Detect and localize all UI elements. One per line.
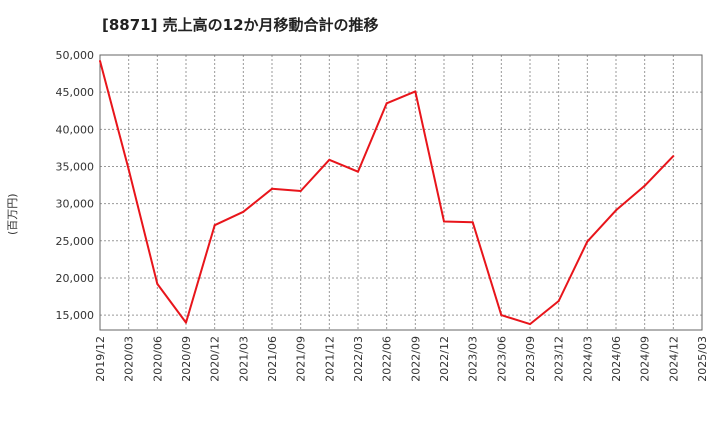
x-tick-label: 2021/12 bbox=[323, 336, 336, 382]
x-tick-label: 2022/12 bbox=[438, 336, 451, 382]
series-layer bbox=[99, 59, 675, 326]
data-point bbox=[357, 170, 359, 173]
data-point bbox=[213, 224, 216, 227]
y-tick-layer: 15,000 20,000 25,000 30,000 35,000 40,000 45,0… bbox=[56, 49, 95, 322]
data-point bbox=[271, 187, 273, 190]
data-point bbox=[99, 59, 101, 62]
y-tick-label: 25,000 bbox=[56, 235, 95, 248]
plot-frame bbox=[99, 54, 703, 331]
data-point bbox=[185, 321, 187, 324]
grid-layer bbox=[99, 54, 703, 330]
data-point bbox=[414, 90, 417, 93]
data-point bbox=[615, 209, 617, 212]
x-tick-label: 2023/12 bbox=[553, 336, 566, 382]
y-tick-label: 45,000 bbox=[56, 86, 95, 99]
x-tick-label: 2024/03 bbox=[581, 336, 594, 382]
data-point bbox=[156, 282, 159, 285]
y-tick-label: 15,000 bbox=[56, 309, 95, 322]
data-point bbox=[529, 323, 531, 326]
x-tick-label: 2021/03 bbox=[237, 336, 250, 382]
x-tick-label: 2021/09 bbox=[295, 336, 308, 382]
data-point bbox=[500, 314, 503, 317]
x-tick-label: 2023/09 bbox=[524, 336, 537, 382]
x-tick-label: 2020/06 bbox=[151, 336, 164, 382]
data-point bbox=[557, 300, 560, 303]
x-tick-label: 2019/12 bbox=[94, 336, 107, 382]
data-point bbox=[242, 210, 245, 213]
x-tick-label: 2023/06 bbox=[495, 336, 508, 382]
x-tick-label: 2025/03 bbox=[696, 336, 709, 382]
y-tick-label: 35,000 bbox=[56, 160, 95, 173]
x-tick-label: 2024/12 bbox=[667, 336, 680, 382]
x-tick-label: 2022/06 bbox=[381, 336, 394, 382]
data-point bbox=[586, 240, 589, 243]
data-point bbox=[443, 220, 445, 223]
data-point bbox=[471, 221, 474, 224]
y-tick-label: 20,000 bbox=[56, 272, 95, 285]
x-tick-label: 2024/06 bbox=[610, 336, 623, 382]
data-point bbox=[643, 184, 646, 187]
y-tick-label: 30,000 bbox=[56, 198, 95, 211]
data-point bbox=[328, 158, 331, 161]
x-tick-label: 2022/09 bbox=[409, 336, 422, 382]
x-tick-label: 2020/09 bbox=[180, 336, 193, 382]
x-tick-label: 2020/12 bbox=[209, 336, 222, 382]
x-tick-label: 2023/03 bbox=[467, 336, 480, 382]
y-tick-label: 40,000 bbox=[56, 123, 95, 136]
chart-title: [8871] 売上高の12か月移動合計の推移 bbox=[102, 16, 379, 34]
x-tick-label: 2021/06 bbox=[266, 336, 279, 382]
data-point bbox=[672, 155, 675, 158]
x-tick-label: 2020/03 bbox=[123, 336, 136, 382]
x-tick-label: 2024/09 bbox=[639, 336, 652, 382]
data-point bbox=[385, 102, 388, 105]
data-point bbox=[127, 168, 130, 171]
x-tick-layer: 2019/12 2020/03 2020/06 2020/09 2020/12 2021/… bbox=[94, 336, 709, 382]
y-tick-label: 50,000 bbox=[56, 49, 95, 62]
data-point bbox=[299, 190, 302, 193]
x-tick-label: 2022/03 bbox=[352, 336, 365, 382]
